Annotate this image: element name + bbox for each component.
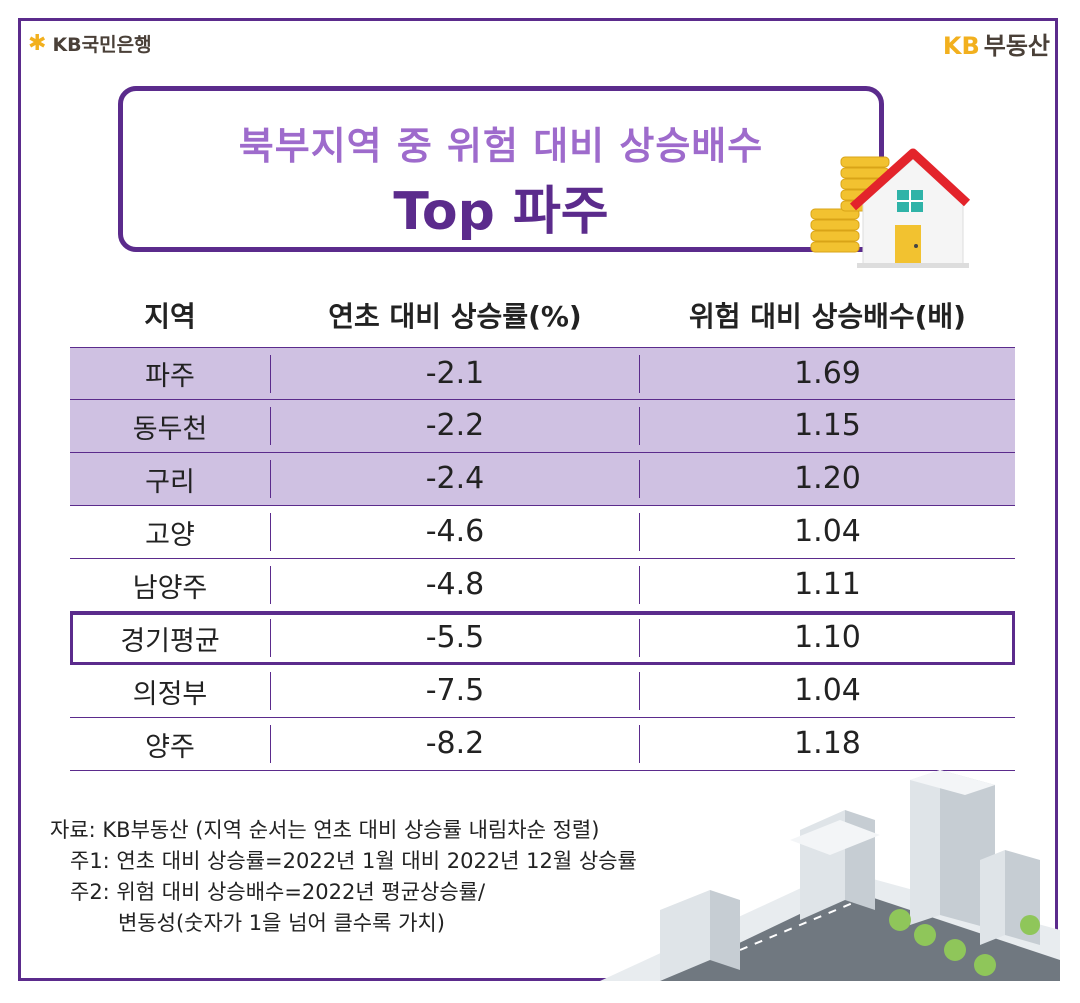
table-header: 지역 연초 대비 상승률(%) 위험 대비 상승배수(배) (70, 292, 1015, 338)
cell-change: -2.2 (270, 407, 639, 445)
cell-region: 경기평균 (120, 625, 220, 657)
source-note: 자료: KB부동산 (지역 순서는 연초 대비 상승률 내림차순 정렬) (50, 818, 600, 842)
outer-frame (18, 18, 1058, 981)
kb-bank-logo: ✱ KB국민은행 (28, 30, 152, 57)
note-1: 주1: 연초 대비 상승률=2022년 1월 대비 2022년 12월 상승률 (70, 849, 637, 873)
bank-name: KB국민은행 (52, 34, 152, 56)
cell-ratio: 1.18 (639, 725, 1015, 763)
note-2: 주2: 위험 대비 상승배수=2022년 평균상승률/ (70, 880, 486, 904)
cell-change: -4.8 (270, 566, 639, 604)
cell-ratio: 1.11 (639, 566, 1015, 604)
header-region: 지역 (144, 300, 196, 333)
cell-change: -2.1 (270, 354, 639, 393)
cell-change: -4.6 (270, 513, 639, 551)
house-with-coins-icon (810, 148, 971, 268)
table-row: 남양주 -4.8 1.11 (70, 559, 1015, 612)
header-change: 연초 대비 상승률(%) (328, 300, 582, 333)
city-buildings-illustration (600, 770, 1060, 981)
kb-star-logo-icon: ✱ (28, 31, 47, 56)
cell-region: 양주 (145, 731, 195, 763)
cell-ratio: 1.04 (639, 672, 1015, 710)
cell-ratio: 1.20 (639, 460, 1015, 498)
title-line2: Top 파주 (393, 182, 609, 242)
cell-change: -2.4 (270, 460, 639, 498)
header-ratio: 위험 대비 상승배수(배) (689, 300, 966, 333)
cell-ratio: 1.15 (639, 407, 1015, 445)
cell-ratio: 1.04 (639, 513, 1015, 551)
kb-mark: KB (942, 32, 980, 60)
cell-region: 남양주 (132, 572, 208, 604)
kb-realestate-logo: KB 부동산 (943, 26, 1050, 61)
data-table: 파주 -2.1 1.69 동두천 -2.2 1.15 구리 -2.4 1.20 … (70, 347, 1015, 771)
cell-change: -7.5 (270, 672, 639, 710)
cell-region: 파주 (145, 361, 195, 392)
table-row: 고양 -4.6 1.04 (70, 506, 1015, 559)
note-3: 변동성(숫자가 1을 넘어 클수록 가치) (118, 911, 445, 935)
cell-change: -8.2 (270, 725, 639, 763)
table-row: 동두천 -2.2 1.15 (70, 400, 1015, 453)
table-row: 구리 -2.4 1.20 (70, 453, 1015, 506)
cell-region: 의정부 (132, 678, 208, 710)
cell-region: 고양 (145, 519, 195, 551)
cell-ratio: 1.10 (639, 619, 1015, 657)
cell-ratio: 1.69 (639, 354, 1015, 393)
table-row: 양주 -8.2 1.18 (70, 718, 1015, 771)
table-row-average: 경기평균 -5.5 1.10 (70, 612, 1015, 665)
table-row: 파주 -2.1 1.69 (70, 347, 1015, 400)
title-line1: 북부지역 중 위험 대비 상승배수 (238, 124, 764, 168)
title-box: 북부지역 중 위험 대비 상승배수 Top 파주 (118, 86, 884, 252)
cell-change: -5.5 (270, 619, 639, 657)
realestate-name: 부동산 (983, 32, 1050, 60)
cell-region: 동두천 (132, 413, 208, 445)
cell-region: 구리 (145, 466, 195, 498)
table-row: 의정부 -7.5 1.04 (70, 665, 1015, 718)
footnotes: 자료: KB부동산 (지역 순서는 연초 대비 상승률 내림차순 정렬) 주1:… (50, 815, 637, 939)
